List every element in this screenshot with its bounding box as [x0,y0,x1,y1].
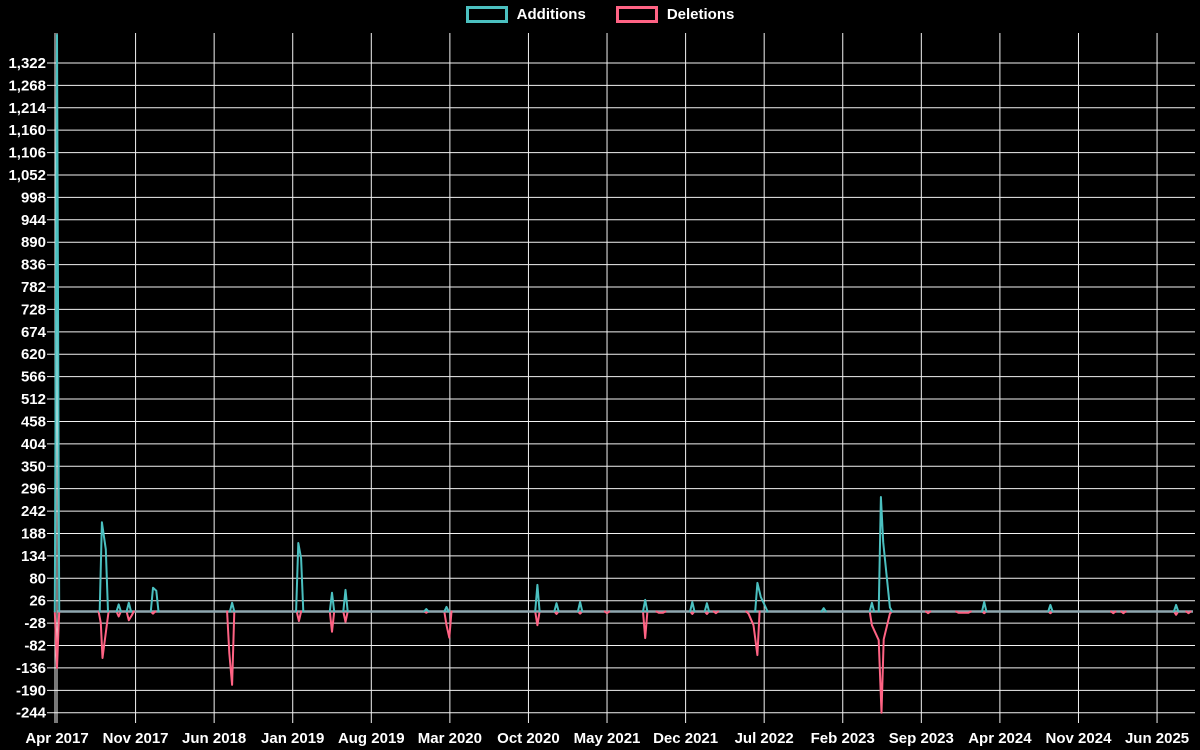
y-axis-tick-label: 512 [21,391,46,408]
legend-swatch-additions [465,6,508,23]
y-axis-tick-label: 998 [21,189,46,206]
y-axis-tick-label: 80 [29,570,46,587]
y-axis-tick-label: 350 [21,458,46,475]
series-line-deletions [53,610,1192,714]
y-axis-tick-label: 782 [21,279,46,296]
chart-legend: Additions Deletions [0,6,1200,23]
legend-item-additions[interactable]: Additions [465,6,586,23]
y-axis-tick-label: -136 [16,660,46,677]
series-line-additions [53,33,1180,613]
y-axis-tick-label: 1,322 [8,55,46,72]
x-axis-tick-label: Nov 2024 [1046,730,1113,747]
y-axis-tick-label: 1,214 [8,100,46,117]
x-axis-tick-label: Apr 2017 [25,730,88,747]
y-axis-tick-label: 620 [21,346,46,363]
x-axis-tick-label: Apr 2024 [968,730,1032,747]
y-axis-tick-label: 1,052 [8,167,46,184]
y-axis-tick-label: 296 [21,481,46,498]
x-axis-tick-label: Mar 2020 [418,730,482,747]
x-axis-tick-label: Dec 2021 [653,730,718,747]
y-axis-tick-label: 134 [21,548,47,565]
x-axis-tick-label: Jun 2018 [182,730,246,747]
legend-item-deletions[interactable]: Deletions [615,6,735,23]
y-axis-tick-label: 674 [21,324,47,341]
legend-label-deletions: Deletions [666,6,735,23]
y-axis-tick-label: 188 [21,525,46,542]
x-axis-tick-label: Aug 2019 [338,730,405,747]
y-axis-tick-label: 890 [21,234,46,251]
legend-swatch-deletions [615,6,658,23]
x-axis-tick-label: Jan 2019 [261,730,324,747]
legend-label-additions: Additions [516,6,586,23]
y-axis-tick-label: 404 [21,436,47,453]
x-axis-tick-label: Sep 2023 [889,730,954,747]
x-axis-tick-label: May 2021 [574,730,641,747]
y-axis-tick-label: -28 [24,615,46,632]
x-axis-tick-label: Nov 2017 [103,730,169,747]
y-axis-tick-label: -190 [16,682,46,699]
y-axis-tick-label: 26 [29,593,46,610]
x-axis-tick-label: Jun 2025 [1125,730,1189,747]
y-axis-tick-label: 1,268 [8,77,46,94]
y-axis-tick-label: 728 [21,301,46,318]
y-axis-tick-label: -82 [24,638,46,655]
x-axis-tick-label: Feb 2023 [811,730,875,747]
x-axis-tick-label: Jul 2022 [735,730,794,747]
y-axis-tick-label: 566 [21,369,46,386]
y-axis-tick-label: 836 [21,257,46,274]
y-axis-tick-label: -244 [16,705,47,722]
y-axis-tick-label: 1,106 [8,145,46,162]
y-axis-tick-label: 458 [21,413,46,430]
y-axis-tick-label: 242 [21,503,46,520]
y-axis-tick-label: 1,160 [8,122,46,139]
y-axis-tick-label: 944 [21,212,47,229]
x-axis-tick-label: Oct 2020 [497,730,560,747]
